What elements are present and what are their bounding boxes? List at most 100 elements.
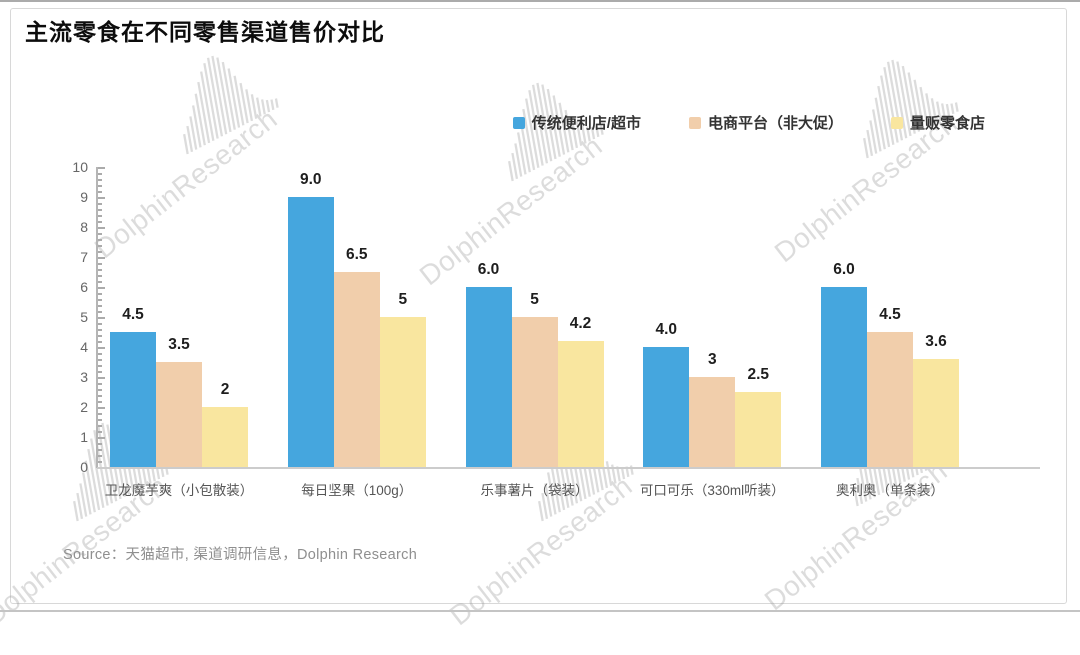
bar-group-0: 4.5 3.5 2 卫龙魔芋爽（小包散装） bbox=[105, 167, 254, 498]
y-tick bbox=[98, 311, 102, 313]
bar-传统便利店/超市: 9.0 bbox=[287, 171, 334, 467]
y-tick bbox=[98, 365, 102, 367]
legend-label: 传统便利店/超市 bbox=[531, 115, 641, 132]
bar-量贩零食店: 5 bbox=[379, 291, 426, 467]
legend-swatch-icon bbox=[890, 116, 903, 129]
bar-value-label: 5 bbox=[530, 291, 539, 308]
y-tick bbox=[98, 425, 102, 427]
bar-value-label: 9.0 bbox=[299, 171, 322, 188]
bar-电商平台（非大促）: 4.5 bbox=[867, 306, 913, 467]
bar-传统便利店/超市: 6.0 bbox=[821, 261, 867, 467]
screenshot-bottom-edge bbox=[0, 610, 1080, 612]
y-tick-label: 10 bbox=[72, 159, 88, 175]
screenshot-top-edge bbox=[0, 0, 1080, 2]
bar-value-label: 3.6 bbox=[925, 333, 947, 350]
legend: 传统便利店/超市 电商平台（非大促） 量贩零食店 bbox=[512, 112, 985, 133]
bar-value-label: 4.2 bbox=[569, 315, 592, 332]
y-tick bbox=[98, 359, 102, 361]
bar-量贩零食店: 3.6 bbox=[913, 333, 959, 467]
y-tick bbox=[98, 197, 105, 199]
y-tick bbox=[98, 389, 102, 391]
y-tick bbox=[98, 275, 102, 277]
y-tick bbox=[98, 401, 102, 403]
category-label: 每日坚果（100g） bbox=[301, 483, 413, 498]
y-tick bbox=[98, 449, 102, 451]
bar-value-label: 6.5 bbox=[345, 246, 368, 263]
whale-logo-icon bbox=[845, 43, 974, 166]
bar-value-label: 3 bbox=[707, 351, 717, 368]
y-tick bbox=[98, 239, 102, 241]
legend-item-1: 电商平台（非大促） bbox=[688, 112, 843, 133]
bar-电商平台（非大促）: 3.5 bbox=[156, 336, 202, 467]
y-tick bbox=[98, 413, 102, 415]
y-tick bbox=[98, 215, 102, 217]
y-tick bbox=[98, 455, 102, 457]
chart-title: 主流零食在不同零售渠道售价对比 bbox=[25, 19, 385, 45]
bar-量贩零食店: 2 bbox=[202, 381, 248, 467]
y-tick bbox=[98, 419, 102, 421]
whale-logo-icon bbox=[165, 39, 294, 162]
y-tick bbox=[98, 329, 102, 331]
bar-group-2: 6.0 5 4.2 乐事薯片（袋装） bbox=[465, 167, 604, 498]
legend-label: 量贩零食店 bbox=[909, 115, 985, 132]
y-tick bbox=[98, 287, 105, 289]
bar-group-4: 6.0 4.5 3.6 奥利奥（单条装） bbox=[821, 167, 959, 498]
bar-传统便利店/超市: 4.5 bbox=[110, 306, 156, 467]
bar-value-label: 2.5 bbox=[747, 366, 770, 383]
y-tick bbox=[98, 431, 102, 433]
y-tick bbox=[98, 263, 102, 265]
bar-value-label: 4.5 bbox=[879, 306, 901, 323]
bar-电商平台（非大促）: 3 bbox=[689, 351, 736, 467]
y-tick bbox=[98, 371, 102, 373]
plot-area: 4.5 3.5 2 卫龙魔芋爽（小包散装） 9.0 6.5 5 每日坚果（100g） 6.0 5 4… bbox=[97, 167, 1040, 498]
bar-value-label: 5 bbox=[398, 291, 408, 308]
bar-groups: 4.5 3.5 2 卫龙魔芋爽（小包散装） 9.0 6.5 5 每日坚果（100g） 6.0 5 4… bbox=[105, 167, 959, 498]
y-tick bbox=[98, 395, 102, 397]
y-tick bbox=[98, 179, 102, 181]
bar-电商平台（非大促）: 5 bbox=[511, 291, 558, 467]
bar-传统便利店/超市: 4.0 bbox=[643, 321, 690, 467]
y-tick bbox=[98, 221, 102, 223]
legend-label: 电商平台（非大促） bbox=[707, 115, 843, 132]
y-tick-label: 8 bbox=[80, 219, 88, 235]
y-tick bbox=[98, 281, 102, 283]
y-tick bbox=[98, 245, 102, 247]
bar-group-1: 9.0 6.5 5 每日坚果（100g） bbox=[287, 167, 426, 498]
y-tick bbox=[98, 173, 102, 175]
y-tick bbox=[98, 443, 102, 445]
bar-value-label: 3.5 bbox=[168, 336, 190, 353]
y-tick-label: 3 bbox=[80, 369, 88, 385]
y-tick bbox=[98, 191, 102, 193]
y-tick bbox=[98, 167, 105, 169]
y-tick bbox=[98, 305, 102, 307]
y-tick bbox=[98, 347, 105, 349]
bar-value-label: 4.0 bbox=[655, 321, 678, 338]
category-label: 卫龙魔芋爽（小包散装） bbox=[104, 483, 254, 498]
y-tick bbox=[98, 317, 105, 319]
y-tick bbox=[98, 233, 102, 235]
y-tick bbox=[98, 383, 102, 385]
y-tick bbox=[98, 299, 102, 301]
bar-value-label: 6.0 bbox=[833, 261, 855, 278]
y-tick bbox=[98, 209, 102, 211]
bar-value-label: 6.0 bbox=[477, 261, 500, 278]
bar-传统便利店/超市: 6.0 bbox=[465, 261, 512, 467]
legend-swatch-icon bbox=[512, 116, 525, 129]
y-tick bbox=[98, 335, 102, 337]
legend-item-0: 传统便利店/超市 bbox=[512, 112, 641, 133]
y-axis bbox=[96, 167, 105, 469]
y-tick bbox=[98, 461, 102, 463]
y-tick bbox=[98, 341, 102, 343]
y-tick-label: 6 bbox=[80, 279, 88, 295]
y-tick bbox=[98, 251, 102, 253]
legend-item-2: 量贩零食店 bbox=[890, 112, 985, 133]
y-tick-label: 0 bbox=[80, 459, 88, 475]
source-note: Source：天猫超市, 渠道调研信息，Dolphin Research bbox=[63, 547, 418, 563]
bar-group-3: 4.0 3 2.5 可口可乐（330ml听装） bbox=[640, 167, 785, 498]
y-tick-label: 7 bbox=[80, 249, 88, 265]
y-tick bbox=[98, 323, 102, 325]
category-label: 奥利奥（单条装） bbox=[836, 483, 944, 498]
category-label: 可口可乐（330ml听装） bbox=[639, 483, 785, 498]
y-tick-label: 4 bbox=[80, 339, 88, 355]
bar-量贩零食店: 4.2 bbox=[557, 315, 604, 467]
